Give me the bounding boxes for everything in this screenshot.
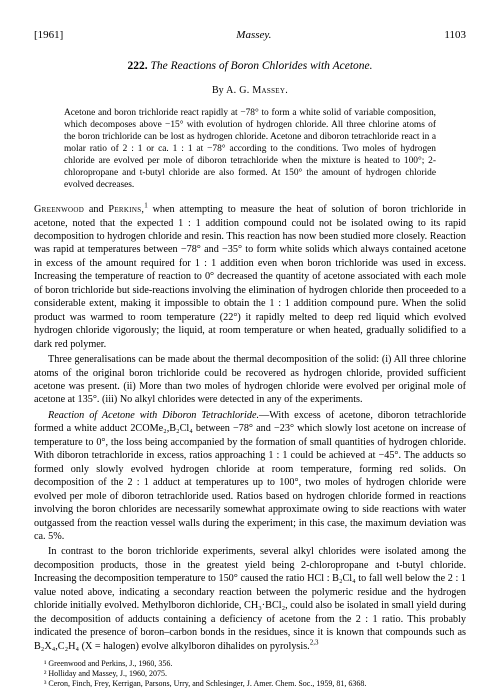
ref-marker-23: 2,3 <box>310 638 319 646</box>
reference-3: ³ Ceron, Finch, Frey, Kerrigan, Parsons,… <box>34 679 466 689</box>
year-bracket: [1961] <box>34 28 63 43</box>
p1-body: when attempting to measure the heat of s… <box>34 204 466 350</box>
title-text: The Reactions of Boron Chlorides with Ac… <box>151 60 373 72</box>
title-number: 222. <box>128 60 148 72</box>
paragraph-4: In contrast to the boron trichloride exp… <box>34 545 466 653</box>
section-heading-inline: Reaction of Acetone with Diboron Tetrach… <box>48 410 259 421</box>
paragraph-3: Reaction of Acetone with Diboron Tetrach… <box>34 409 466 544</box>
paragraph-2: Three generalisations can be made about … <box>34 353 466 407</box>
byline-name: A. G. Massey. <box>226 85 288 96</box>
reference-2: ² Holliday and Massey, J., 1960, 2075. <box>34 669 466 679</box>
running-author: Massey. <box>236 28 271 43</box>
reference-1: ¹ Greenwood and Perkins, J., 1960, 356. <box>34 659 466 669</box>
lead-name-1: Greenwood <box>34 204 84 215</box>
p3-body: —With excess of acetone, diboron tetrach… <box>34 410 466 542</box>
page-number: 1103 <box>444 28 466 43</box>
byline: By A. G. Massey. <box>34 84 466 97</box>
byline-by: By <box>212 85 224 96</box>
running-header: [1961] Massey. 1103 <box>34 28 466 43</box>
lead-name-2: Perkins, <box>108 204 144 215</box>
article-title: 222. The Reactions of Boron Chlorides wi… <box>34 59 466 74</box>
abstract: Acetone and boron trichloride react rapi… <box>64 107 436 191</box>
references: ¹ Greenwood and Perkins, J., 1960, 356. … <box>34 659 466 689</box>
paragraph-1: Greenwood and Perkins,1 when attempting … <box>34 203 466 351</box>
p4-body: In contrast to the boron trichloride exp… <box>34 546 466 651</box>
